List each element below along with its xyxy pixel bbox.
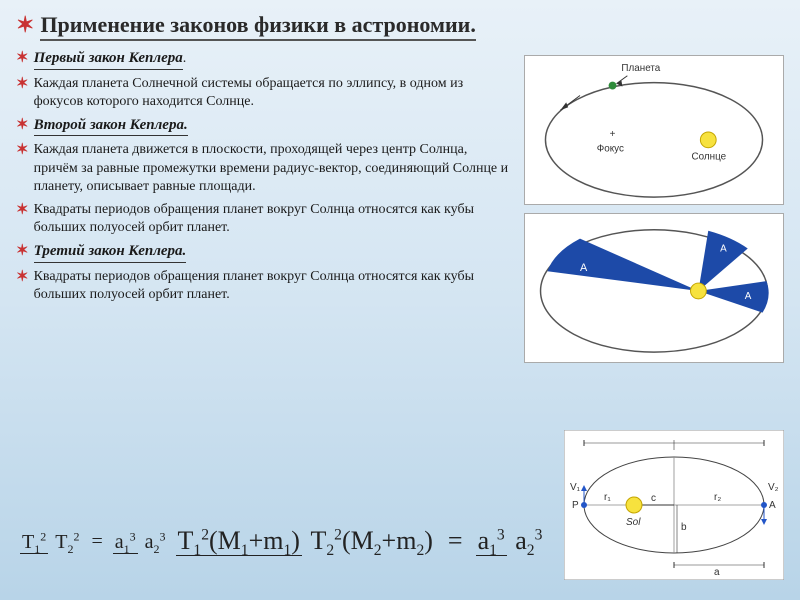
svg-text:r₂: r₂ [714,492,721,503]
diagram-column: Планета + Фокус Солнце A A [524,49,784,363]
kepler-law3-diagram: c b a Sol P V₁ A V₂ r₁ r₂ [564,430,784,580]
svg-text:A: A [769,500,776,511]
bullet-star: ✶ [16,75,29,111]
svg-text:r₁: r₁ [604,492,611,503]
kepler-formula: T12 T22 = a13 a23 T12(M1+m1) T22(M2+m2) … [20,526,544,560]
title-row: ✶ Применение законов физики в астрономии… [16,12,784,41]
svg-text:V₁: V₁ [570,482,581,493]
bullet-star: ✶ [16,141,29,196]
bullet-star: ✶ [16,116,29,137]
text-column: ✶ Первый закон Кеплера. ✶ Каждая планета… [16,49,514,363]
bullet-star: ✶ [16,268,29,304]
bullet-star: ✶ [16,49,29,70]
law-heading: Второй закон Кеплера. [34,116,188,137]
law1-heading-row: ✶ Первый закон Кеплера. [16,49,514,70]
bullet-star: ✶ [16,12,34,38]
svg-text:c: c [651,493,656,504]
law3-heading-row: ✶ Третий закон Кеплера. [16,242,514,263]
law-text: Квадраты периодов обращения планет вокру… [34,201,514,237]
planet-label: Планета [621,63,660,74]
law3-text-row: ✶ Квадраты периодов обращения планет вок… [16,268,514,304]
svg-text:+: + [610,129,616,140]
sector-label: A [720,243,727,254]
svg-text:P: P [572,500,579,511]
sol-label: Sol [626,517,641,528]
law2-text-row: ✶ Каждая планета движется в плоскости, п… [16,141,514,196]
sun-label: Солнце [691,152,726,163]
kepler-law2-diagram: A A A [524,213,784,363]
bullet-star: ✶ [16,201,29,237]
bullet-star: ✶ [16,242,29,263]
law-text: Каждая планета движется в плоскости, про… [34,141,514,196]
law2b-text-row: ✶ Квадраты периодов обращения планет вок… [16,201,514,237]
svg-text:b: b [681,522,687,533]
svg-text:a: a [714,567,720,578]
law-text: Каждая планета Солнечной системы обращае… [34,75,514,111]
law-heading: Третий закон Кеплера. [34,242,187,263]
kepler-law1-diagram: Планета + Фокус Солнце [524,55,784,205]
law2-heading-row: ✶ Второй закон Кеплера. [16,116,514,137]
law-text: Квадраты периодов обращения планет вокру… [34,268,514,304]
content-columns: ✶ Первый закон Кеплера. ✶ Каждая планета… [16,49,784,363]
law-heading: Первый закон Кеплера [34,49,183,70]
sector-label: A [580,262,588,274]
svg-text:V₂: V₂ [768,482,779,493]
sector-label: A [745,291,752,302]
focus-label: Фокус [597,144,624,155]
law1-text-row: ✶ Каждая планета Солнечной системы обращ… [16,75,514,111]
page-title: Применение законов физики в астрономии. [40,12,475,41]
